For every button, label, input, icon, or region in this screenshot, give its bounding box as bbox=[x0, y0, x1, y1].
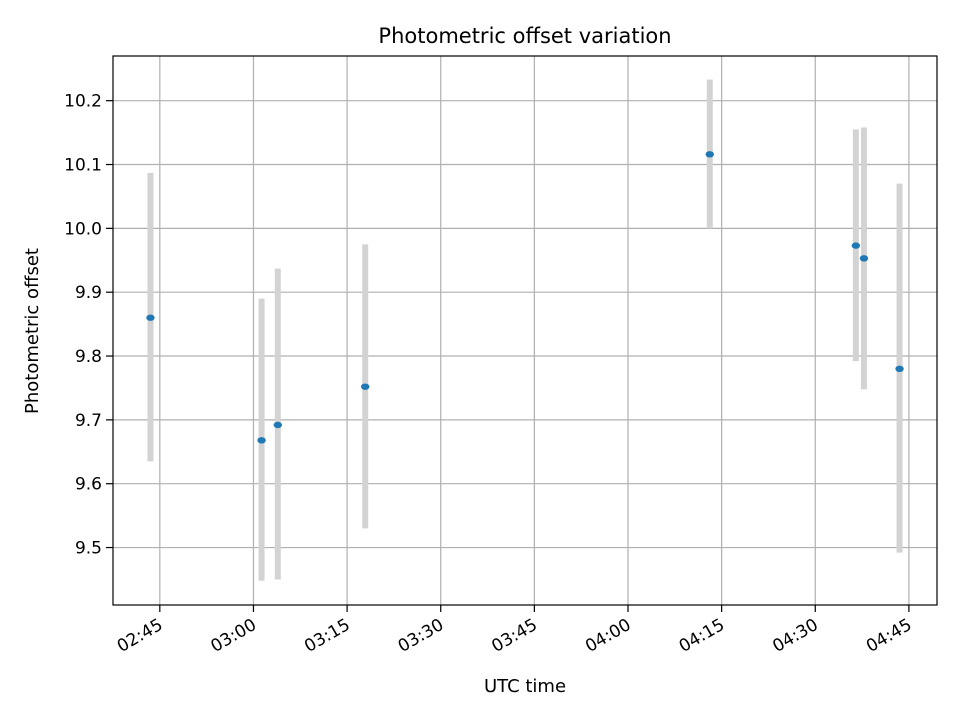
data-point bbox=[705, 151, 714, 158]
y-axis-label: Photometric offset bbox=[22, 248, 43, 414]
plot-background bbox=[113, 56, 937, 605]
data-point bbox=[273, 421, 282, 429]
y-tick-label: 9.5 bbox=[75, 539, 102, 559]
data-point bbox=[257, 437, 266, 444]
y-tick-label: 9.8 bbox=[75, 347, 102, 367]
data-point bbox=[859, 255, 869, 262]
y-tick-label: 10.0 bbox=[64, 219, 102, 239]
y-tick-label: 9.9 bbox=[75, 283, 102, 303]
chart-title: Photometric offset variation bbox=[378, 24, 671, 48]
data-point bbox=[851, 242, 861, 249]
data-point bbox=[146, 314, 155, 321]
y-tick-label: 9.6 bbox=[75, 475, 102, 495]
data-point bbox=[360, 383, 370, 390]
y-tick-label: 10.1 bbox=[64, 156, 102, 176]
plot-area bbox=[112, 55, 938, 606]
data-point bbox=[895, 365, 904, 373]
y-tick-label: 10.2 bbox=[64, 92, 102, 112]
data-points bbox=[146, 151, 904, 444]
grid bbox=[113, 56, 937, 605]
y-axis: 9.5 9.6 9.7 9.8 9.9 10.0 10.1 10.2 bbox=[64, 92, 113, 559]
y-tick-label: 9.7 bbox=[75, 411, 102, 431]
plot-frame bbox=[112, 55, 938, 606]
x-axis-label: UTC time bbox=[484, 676, 566, 697]
